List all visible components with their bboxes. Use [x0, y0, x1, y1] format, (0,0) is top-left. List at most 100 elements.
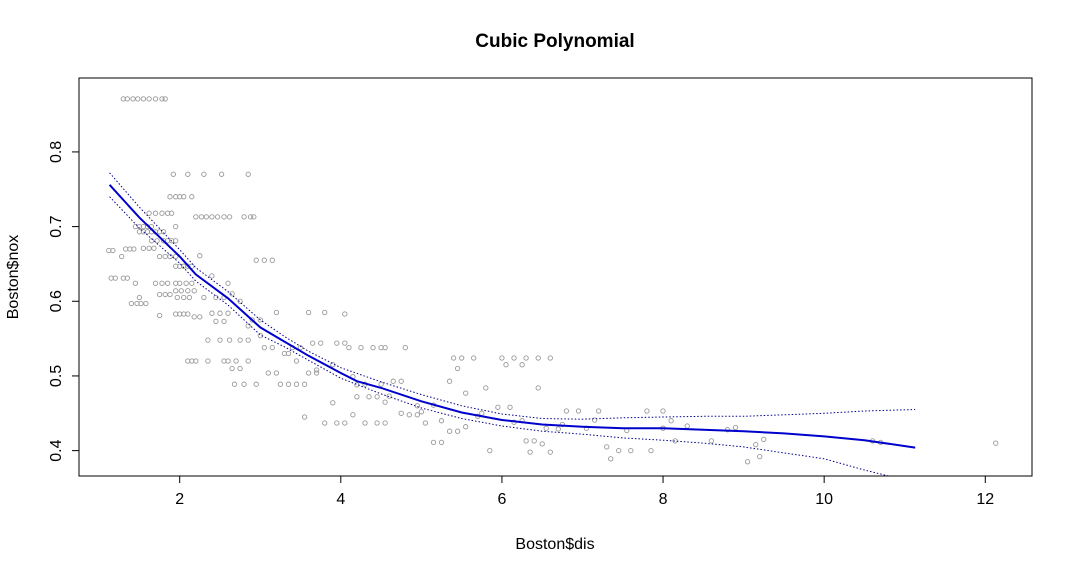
data-point-174: [374, 394, 380, 400]
data-point-108: [247, 214, 254, 220]
data-point-142: [277, 381, 284, 387]
data-point-246: [293, 358, 300, 364]
data-point-123: [221, 358, 227, 364]
data-point-37: [146, 210, 152, 216]
data-point-115: [225, 310, 231, 316]
data-point-85: [191, 288, 197, 294]
data-point-104: [214, 214, 221, 220]
data-point-159: [358, 344, 364, 351]
fit-curve: [108, 184, 916, 449]
data-point-46: [154, 238, 160, 244]
data-point-134: [257, 317, 263, 323]
data-point-105: [221, 214, 227, 220]
data-point-185: [422, 420, 429, 426]
data-point-12: [112, 275, 118, 281]
data-point-87: [181, 294, 187, 301]
data-point-255: [197, 253, 203, 259]
chart-title: Cubic Polynomial: [475, 31, 634, 52]
y-axis: 0.4 0.5 0.6 0.7 0.8: [48, 141, 79, 462]
x-tick-label-8: 8: [659, 491, 668, 508]
data-point-59: [162, 291, 168, 298]
data-point-51: [156, 253, 163, 260]
fit-line: [108, 184, 916, 449]
x-tick-label-10: 10: [815, 491, 833, 508]
data-point-61: [156, 312, 163, 319]
data-point-248: [382, 399, 388, 405]
data-point-2: [130, 96, 136, 102]
data-point-155: [318, 340, 324, 346]
data-point-154: [309, 340, 316, 346]
data-point-113: [209, 310, 215, 316]
data-point-7: [159, 96, 165, 102]
data-point-217: [575, 408, 582, 414]
data-point-222: [616, 447, 622, 454]
data-point-138: [261, 344, 267, 351]
data-point-143: [285, 381, 292, 387]
data-point-122: [245, 337, 251, 343]
data-point-8: [162, 96, 168, 102]
data-point-38: [152, 210, 159, 216]
data-point-212: [547, 449, 553, 455]
data-point-10: [110, 247, 116, 254]
data-point-235: [757, 453, 763, 460]
data-point-70: [218, 171, 225, 177]
y-tick-label-0.7: 0.7: [48, 215, 65, 237]
data-point-136: [253, 257, 259, 263]
data-point-257: [229, 291, 235, 297]
data-point-179: [390, 378, 396, 384]
data-point-188: [446, 428, 453, 434]
data-point-39: [159, 210, 165, 216]
data-point-201: [547, 355, 553, 361]
data-point-204: [535, 385, 541, 391]
data-point-36: [160, 229, 167, 235]
data-point-101: [198, 214, 205, 220]
data-point-22: [138, 300, 144, 307]
data-point-141: [273, 370, 280, 376]
plot-frame: [78, 77, 1033, 477]
data-point-54: [173, 253, 179, 260]
data-point-172: [354, 394, 360, 400]
data-point-189: [454, 428, 461, 434]
data-point-45: [148, 238, 155, 244]
data-point-98: [205, 358, 211, 364]
data-point-83: [178, 288, 184, 294]
data-point-144: [293, 381, 300, 387]
data-point-170: [374, 420, 380, 426]
data-point-153: [322, 309, 328, 316]
data-point-102: [203, 214, 209, 220]
data-point-173: [366, 394, 372, 400]
data-point-175: [330, 400, 336, 406]
data-point-107: [241, 214, 247, 220]
data-point-166: [334, 420, 340, 426]
data-point-180: [398, 378, 404, 384]
data-point-125: [245, 358, 251, 364]
data-point-149: [297, 344, 304, 351]
data-point-183: [406, 412, 412, 418]
data-point-1: [124, 96, 130, 102]
data-point-164: [301, 414, 308, 420]
x-tick-label-12: 12: [976, 491, 994, 508]
data-point-236: [761, 436, 767, 443]
data-point-93: [191, 314, 197, 320]
data-point-197: [499, 355, 505, 361]
data-point-224: [648, 447, 654, 454]
data-point-215: [555, 426, 561, 432]
upper-confidence-band: [109, 172, 916, 420]
y-tick-label-0.8: 0.8: [48, 141, 65, 163]
data-point-208: [523, 438, 529, 444]
data-point-119: [217, 337, 223, 343]
data-point-182: [398, 410, 404, 416]
data-point-135: [261, 257, 267, 263]
data-point-118: [205, 337, 211, 343]
data-point-245: [414, 403, 420, 409]
data-point-92: [185, 311, 191, 317]
data-point-72: [173, 223, 179, 230]
data-point-193: [459, 355, 465, 361]
data-point-6: [152, 96, 159, 102]
data-point-129: [241, 381, 247, 387]
data-point-162: [382, 344, 388, 351]
data-point-211: [527, 449, 533, 455]
data-point-198: [511, 355, 517, 361]
data-point-130: [253, 381, 259, 387]
data-point-263: [386, 393, 392, 399]
